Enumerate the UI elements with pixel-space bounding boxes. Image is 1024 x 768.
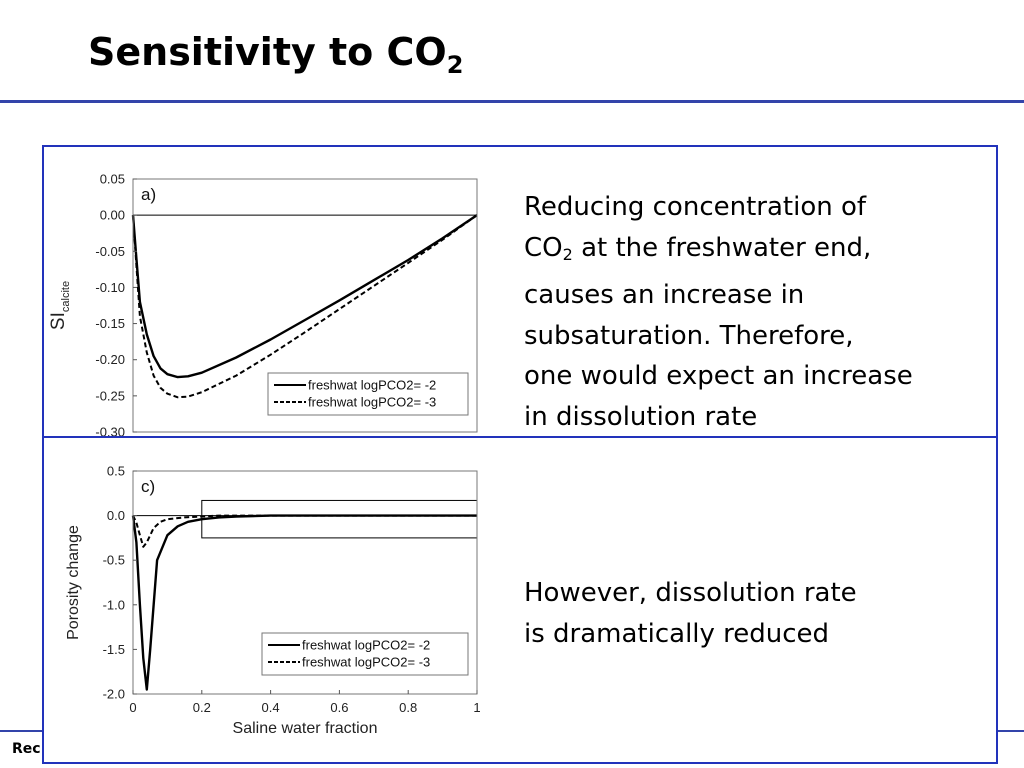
text-fragment: at the freshwater end, [572,232,872,263]
top-panel-text: Reducing concentration of CO2 at the fre… [524,187,994,437]
plot-frame [132,470,478,695]
y-tick-label: -0.20 [95,352,125,367]
legend-label: freshwat logPCO2= -2 [302,638,430,653]
legend-label: freshwat logPCO2= -3 [308,395,436,410]
legend-label: freshwat logPCO2= -2 [308,378,436,393]
text-line: in dissolution rate [524,401,758,432]
title-text: Sensitivity to CO [88,30,447,74]
panel-label: a) [141,185,156,204]
x-tick-label: 0.6 [330,700,348,715]
y-tick-label: -0.5 [103,553,125,568]
panel-top: 0.05 0.00 -0.05 -0.10 -0.15 -0.20 -0.25 -0.30 SI… [42,145,998,438]
y-tick-label: -2.0 [103,687,125,702]
text-line: However, dissolution rate [524,578,857,608]
title-divider [0,100,1024,103]
y-tick-label: -0.10 [95,280,125,295]
x-tick-label: 0 [129,700,136,715]
x-tick-label: 1 [473,700,480,715]
text-line: Reducing concentration of [524,192,867,222]
legend-label: freshwat logPCO2= -3 [302,655,430,670]
y-axis-label-subscript: calcite [60,281,72,312]
title-subscript: 2 [446,51,464,79]
y-tick-label: -0.05 [95,244,125,259]
y-tick-label: -0.25 [95,388,125,403]
series-line-1 [131,214,478,379]
y-tick-label: 0.5 [107,464,125,479]
y-axis-label: Porosity change [65,525,82,640]
x-tick-label: 0.8 [399,700,417,715]
y-tick-label: 0.0 [107,508,125,523]
co-text: CO [524,232,563,263]
footer-text: Rec [12,741,40,757]
series-line-2 [132,214,478,399]
text-line: causes an increase in [524,280,805,310]
legend-box [261,632,469,676]
series-line-2 [132,514,477,548]
text-line: subsaturation. Therefore, [524,320,854,351]
y-axis-label-main: SI [48,312,69,330]
x-axis-label: Saline water fraction [233,720,378,737]
chart-porosity-change: 0.5 0.0 -0.5 -1.0 -1.5 -2.0 0 0.2 0.4 0.6 0.8 1 Sali… [65,464,481,738]
chart-si-calcite: 0.05 0.00 -0.05 -0.10 -0.15 -0.20 -0.25 -0.30 SI… [48,172,478,439]
text-line: CO2 at the freshwater end, [524,228,994,276]
y-tick-label: -0.30 [95,425,125,439]
slide-title: Sensitivity to CO2 [88,30,463,79]
panel-bottom: 0.5 0.0 -0.5 -1.0 -1.5 -2.0 0 0.2 0.4 0.6 0.8 1 Sali… [42,436,998,764]
legend-box [267,372,469,416]
y-tick-label: -0.15 [95,316,125,331]
y-tick-label: 0.00 [100,208,125,223]
y-tick-label: -1.0 [103,597,125,612]
x-tick-label: 0.2 [193,700,211,715]
inset-box [201,499,478,539]
text-line: is dramatically reduced [524,618,830,649]
y-axis-label: SIcalcite [48,281,72,330]
co-subscript: 2 [562,244,573,264]
series-line-1 [131,514,477,691]
y-tick-label: -1.5 [103,642,125,657]
panel-label: c) [141,477,155,496]
y-tick-label: 0.05 [100,172,125,187]
y-axis-label-main: Porosity change [65,525,82,640]
text-line: one would expect an increase [524,361,913,391]
x-tick-label: 0.4 [262,700,280,715]
plot-frame [132,178,478,433]
bottom-panel-text: However, dissolution rate is dramaticall… [524,573,944,654]
